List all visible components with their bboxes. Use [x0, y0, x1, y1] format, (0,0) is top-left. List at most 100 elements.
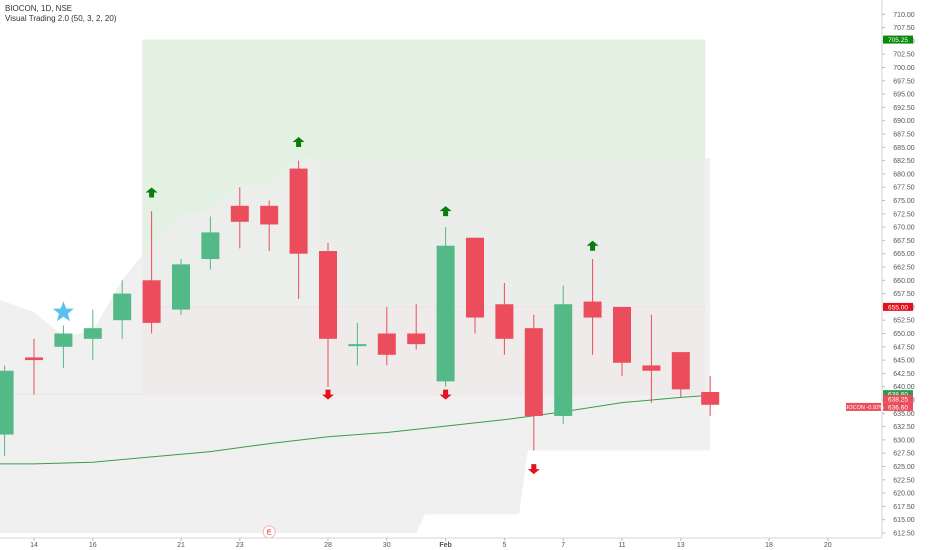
- y-tick-label: 617.50: [893, 504, 915, 511]
- candle: [0, 365, 14, 456]
- candle-body: [495, 304, 514, 339]
- candle-body: [230, 205, 249, 222]
- buy-arrow-icon: [439, 206, 452, 217]
- candle: [377, 306, 396, 366]
- y-tick-label: 657.50: [893, 291, 915, 298]
- y-tick-label: 710.00: [893, 12, 915, 19]
- candle-body: [671, 352, 690, 390]
- candle: [436, 227, 455, 387]
- x-tick-label: 23: [236, 542, 244, 549]
- sell-arrow-icon: [527, 464, 540, 475]
- candle-body: [642, 365, 661, 371]
- y-tick-label: 622.50: [893, 477, 915, 484]
- candle: [54, 325, 73, 369]
- y-tick-label: 685.00: [893, 145, 915, 152]
- candle: [289, 160, 308, 299]
- candle: [466, 237, 484, 334]
- y-tick-label: 630.00: [893, 437, 915, 444]
- price-tag-box: [883, 390, 913, 399]
- candle: [348, 322, 367, 366]
- candle-body: [613, 306, 631, 363]
- x-tick-label: Feb: [439, 542, 451, 549]
- y-tick-label: 672.50: [893, 211, 915, 218]
- y-tick-label: 675.00: [893, 198, 915, 205]
- candle-body: [436, 245, 455, 382]
- candle: [613, 306, 631, 377]
- candle: [524, 314, 543, 451]
- price-tag: 636.60: [883, 402, 913, 411]
- y-tick-label: 647.50: [893, 344, 915, 351]
- candle-body: [407, 333, 426, 345]
- candle: [495, 282, 514, 355]
- y-tick-label: 707.50: [893, 25, 915, 32]
- y-tick-label: 627.50: [893, 451, 915, 458]
- y-tick-label: 652.50: [893, 318, 915, 325]
- candle-body: [701, 392, 720, 405]
- candle: [260, 200, 279, 252]
- price-tag-label: 655.00: [888, 304, 908, 311]
- x-tick-label: 16: [89, 542, 97, 549]
- y-tick-label: 640.00: [893, 384, 915, 391]
- x-tick-label: 13: [677, 542, 685, 549]
- candle: [671, 352, 690, 398]
- candle: [642, 314, 661, 403]
- y-tick-label: 692.50: [893, 105, 915, 112]
- x-tick-label: 30: [383, 542, 391, 549]
- candle-body: [583, 301, 602, 318]
- candle-body: [289, 168, 308, 254]
- sell-arrow-icon: [439, 389, 452, 400]
- candle: [230, 187, 249, 249]
- ma-layer: [0, 394, 711, 465]
- candle-body: [260, 205, 279, 225]
- y-tick-label: 682.50: [893, 158, 915, 165]
- y-tick-label: 645.00: [893, 358, 915, 365]
- y-tick-label: 695.00: [893, 92, 915, 99]
- candle: [113, 280, 132, 339]
- y-tick-label: 620.00: [893, 491, 915, 498]
- star-icon: [52, 301, 74, 322]
- candle: [701, 376, 720, 416]
- y-tick-label: 667.50: [893, 238, 915, 245]
- buy-arrow-icon: [145, 187, 158, 198]
- buy-arrow-icon: [292, 136, 305, 147]
- y-tick-label: 662.50: [893, 265, 915, 272]
- candle-body: [142, 280, 161, 323]
- y-tick-label: 660.00: [893, 278, 915, 285]
- price-tag-label: 705.25: [888, 37, 908, 44]
- candle-body: [25, 357, 43, 361]
- buy-arrow-icon: [586, 240, 599, 251]
- y-tick-label: 690.00: [893, 118, 915, 125]
- y-tick-label: 702.50: [893, 52, 915, 59]
- y-tick-label: 670.00: [893, 225, 915, 232]
- candle: [554, 285, 573, 424]
- candle-body: [201, 232, 220, 260]
- y-tick-label: 665.00: [893, 251, 915, 258]
- price-tag: 638.25: [883, 394, 913, 403]
- moving-average-line: [0, 394, 711, 465]
- price-tag-box: [883, 402, 913, 411]
- candle-body: [319, 251, 337, 339]
- candle: [142, 211, 161, 334]
- candle: [319, 243, 337, 387]
- x-tick-label: 11: [618, 542, 625, 549]
- candle-body: [377, 333, 396, 355]
- candle: [83, 309, 102, 361]
- symbol-change-tag-box: [846, 402, 881, 411]
- y-tick-label: 642.50: [893, 371, 915, 378]
- x-tick-label: 14: [30, 542, 38, 549]
- price-tag: 655.00: [883, 302, 913, 311]
- x-tick-label: 28: [324, 542, 332, 549]
- sell-arrow-icon: [322, 389, 334, 400]
- y-tick-label: 650.00: [893, 331, 915, 338]
- axes-layer: 612.50 615.00 617.50 620.00 622.50 625.00 627.…: [0, 0, 915, 549]
- signals-layer: E: [52, 136, 599, 539]
- candle-body: [554, 304, 573, 416]
- x-tick-label: 7: [561, 542, 565, 549]
- x-tick-label: 20: [824, 542, 832, 549]
- candle-body: [172, 264, 190, 310]
- indicator-title: Visual Trading 2.0 (50, 3, 2, 20): [5, 14, 117, 23]
- candle-body: [113, 293, 132, 321]
- y-tick-label: 615.00: [893, 517, 915, 524]
- x-tick-label: 18: [765, 542, 773, 549]
